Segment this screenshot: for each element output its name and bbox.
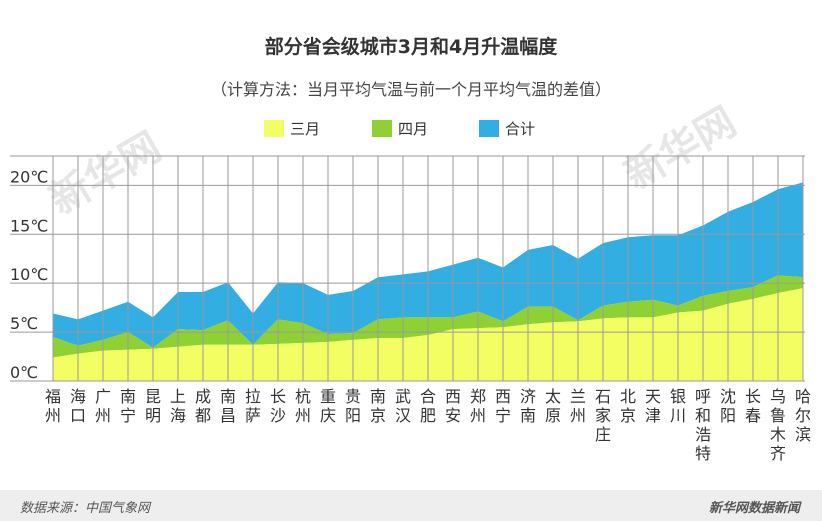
area-chart: 新华网 新华网 0℃ 5℃ 10℃ 15℃ 20℃ 福州海口广州南宁昆明上海成都南昌拉萨长沙杭… — [10, 99, 811, 463]
x-category-label: 银川 — [670, 387, 686, 425]
x-category-label: 哈尔滨 — [795, 387, 811, 444]
legend-label-total: 合计 — [505, 119, 536, 138]
chart-title: 部分省会级城市3月和4月升温幅度 — [264, 36, 558, 58]
x-category-label: 沈阳 — [720, 387, 736, 425]
x-category-label: 贵阳 — [345, 387, 361, 425]
x-category-label: 重庆 — [320, 387, 336, 425]
legend-item-total: 合计 — [479, 118, 535, 138]
x-category-label: 拉萨 — [245, 387, 261, 425]
y-tick-label: 20℃ — [10, 167, 48, 186]
x-category-label: 北京 — [620, 387, 636, 425]
x-category-label: 济南 — [520, 387, 536, 425]
area-series-total — [53, 182, 803, 348]
x-category-label: 天津 — [645, 387, 661, 425]
legend-swatch-april — [372, 119, 392, 137]
legend-item-march: 三月 — [264, 118, 320, 138]
y-tick-label: 0℃ — [10, 363, 38, 382]
credit-text: 新华网数据新闻 — [708, 501, 800, 516]
y-tick-label: 15℃ — [10, 216, 48, 235]
chart-subtitle: （计算方法：当月平均气温与前一个月平均气温的差值） — [210, 80, 611, 99]
legend-item-april: 四月 — [372, 118, 428, 138]
legend-swatch-march — [264, 119, 284, 137]
x-category-label: 西安 — [445, 387, 461, 425]
x-category-label: 呼和浩特 — [695, 387, 711, 463]
x-category-label: 武汉 — [395, 387, 411, 425]
area-series-march — [53, 288, 803, 381]
x-category-label: 南昌 — [220, 387, 236, 425]
x-category-label: 郑州 — [470, 387, 486, 425]
x-category-label: 上海 — [170, 387, 186, 425]
watermark-text: 新华网 — [42, 124, 169, 224]
watermark-text: 新华网 — [617, 99, 744, 199]
footer-bar: 数据来源：中国气象网 新华网数据新闻 — [0, 490, 822, 521]
x-category-label: 长沙 — [270, 387, 286, 425]
x-category-label: 石家庄 — [595, 387, 611, 444]
x-category-label: 兰州 — [570, 387, 586, 425]
legend: 三月 四月 合计 — [0, 118, 822, 138]
y-tick-label: 5℃ — [10, 314, 38, 333]
data-source-text: 数据来源：中国气象网 — [20, 501, 151, 516]
x-category-label: 南京 — [370, 387, 386, 425]
x-category-label: 南宁 — [120, 387, 136, 425]
y-tick-label: 10℃ — [10, 265, 48, 284]
x-category-label: 杭州 — [295, 387, 311, 425]
x-category-label: 乌鲁木齐 — [770, 387, 786, 463]
x-category-label: 福州 — [45, 387, 61, 425]
x-category-label: 昆明 — [145, 387, 161, 425]
legend-label-march: 三月 — [290, 119, 321, 138]
x-category-label: 西宁 — [495, 387, 511, 425]
x-category-label: 长春 — [745, 387, 761, 425]
legend-swatch-total — [479, 119, 499, 137]
x-category-label: 合肥 — [420, 387, 436, 425]
x-category-label: 海口 — [70, 387, 86, 425]
x-category-label: 成都 — [195, 387, 211, 425]
x-category-label: 广州 — [95, 387, 111, 425]
area-series-april — [53, 275, 803, 358]
legend-label-april: 四月 — [398, 119, 429, 138]
x-category-label: 太原 — [545, 387, 561, 425]
